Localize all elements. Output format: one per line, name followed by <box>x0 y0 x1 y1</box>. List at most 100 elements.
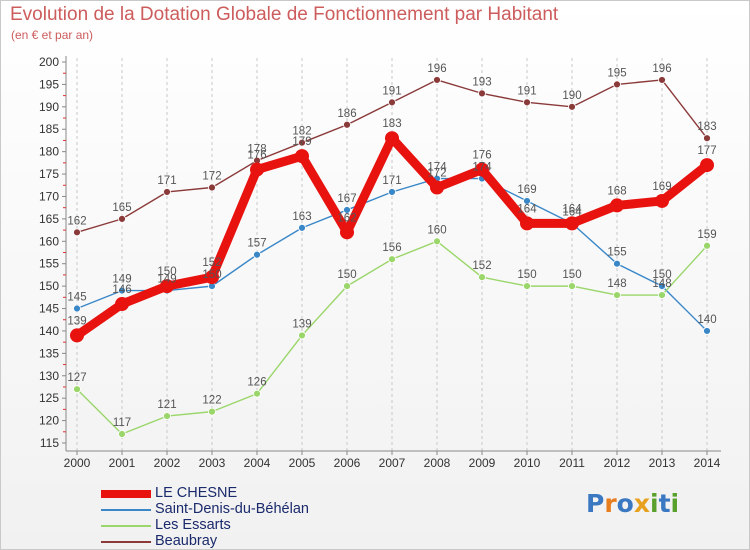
data-point <box>388 188 396 196</box>
data-label: 156 <box>382 242 401 254</box>
y-tick-label: 150 <box>39 279 59 293</box>
data-label: 171 <box>157 175 176 187</box>
data-label: 121 <box>157 399 176 411</box>
data-label: 152 <box>472 260 491 272</box>
data-label: 122 <box>202 395 221 407</box>
data-label: 191 <box>382 85 401 97</box>
data-point <box>343 120 351 129</box>
x-tick-label: 2002 <box>154 456 181 470</box>
data-point <box>208 183 216 192</box>
data-label: 149 <box>157 274 176 286</box>
x-tick-label: 2009 <box>469 456 496 470</box>
data-label: 150 <box>652 269 671 281</box>
data-point <box>568 282 576 291</box>
data-point <box>655 193 669 208</box>
data-point <box>118 430 126 438</box>
x-tick-label: 2000 <box>64 456 91 470</box>
data-label: 148 <box>607 278 626 290</box>
data-point <box>523 197 531 205</box>
x-tick-label: 2011 <box>559 456 585 470</box>
y-tick-label: 195 <box>39 77 59 91</box>
y-tick-label: 175 <box>39 167 59 181</box>
data-label: 149 <box>112 274 131 286</box>
x-tick-label: 2006 <box>334 456 361 470</box>
logo-letter: t <box>658 489 671 518</box>
legend-label: Les Essarts <box>155 517 231 533</box>
data-point <box>73 304 81 313</box>
data-point <box>613 291 621 299</box>
legend-swatch-les-essarts <box>101 525 151 527</box>
data-label: 174 <box>427 162 447 174</box>
y-tick-label: 185 <box>39 122 59 136</box>
data-point <box>613 80 621 89</box>
data-point <box>703 327 711 335</box>
x-tick-label: 2014 <box>694 456 721 470</box>
data-label: 162 <box>337 212 356 224</box>
y-tick-label: 120 <box>39 414 59 428</box>
data-point <box>253 250 261 259</box>
data-label: 139 <box>292 318 311 330</box>
data-label: 139 <box>67 315 86 327</box>
data-label: 179 <box>292 136 311 148</box>
data-point <box>658 291 666 299</box>
data-point <box>565 216 579 231</box>
x-tick-label: 2004 <box>244 456 271 470</box>
data-label: 152 <box>202 257 221 269</box>
data-point <box>385 131 399 146</box>
data-label: 150 <box>517 269 536 281</box>
data-point <box>298 223 306 232</box>
data-label: 169 <box>652 181 671 193</box>
data-series <box>70 76 714 438</box>
data-point <box>568 102 576 111</box>
data-label: 178 <box>247 144 266 156</box>
data-point <box>205 270 219 285</box>
y-tick-label: 180 <box>39 145 59 159</box>
data-label: 159 <box>697 229 716 241</box>
data-point <box>73 228 81 237</box>
chart-subtitle: (en € et par an) <box>11 28 94 42</box>
y-tick-label: 130 <box>39 369 59 383</box>
data-point <box>208 407 216 416</box>
data-label: 145 <box>67 292 86 304</box>
data-label: 177 <box>697 145 716 157</box>
data-point <box>703 241 711 250</box>
data-label: 183 <box>697 121 716 133</box>
data-label: 190 <box>562 90 581 102</box>
data-label: 171 <box>382 175 401 187</box>
proxiti-logo: Proxiti <box>586 489 679 518</box>
data-point <box>163 188 171 196</box>
data-label: 186 <box>337 108 356 120</box>
data-label: 150 <box>562 269 581 281</box>
logo-letter: x <box>633 489 650 518</box>
x-tick-label: 2001 <box>109 456 136 470</box>
data-label: 127 <box>67 372 86 384</box>
data-point <box>160 279 174 294</box>
data-point <box>613 259 621 268</box>
x-tick-label: 2005 <box>289 456 316 470</box>
data-label: 150 <box>157 266 176 278</box>
data-point <box>523 282 531 291</box>
data-label: 140 <box>697 314 716 326</box>
logo-letter: i <box>670 489 680 518</box>
data-point <box>343 282 351 291</box>
data-point <box>118 214 126 223</box>
data-point <box>433 76 441 84</box>
chart-title: Evolution de la Dotation Globale de Fonc… <box>10 4 559 25</box>
data-label: 150 <box>202 269 221 281</box>
data-point <box>703 134 711 143</box>
data-point <box>250 162 264 177</box>
data-point <box>115 297 129 312</box>
y-tick-label: 160 <box>39 234 59 248</box>
data-label: 126 <box>247 377 266 389</box>
data-label: 165 <box>112 202 131 214</box>
y-tick-label: 115 <box>40 436 59 450</box>
data-point <box>388 98 396 107</box>
data-label: 196 <box>652 63 671 75</box>
data-label: 164 <box>517 203 537 215</box>
data-point <box>610 198 624 213</box>
data-label: 193 <box>472 76 491 88</box>
data-point <box>388 255 396 264</box>
data-point <box>658 282 666 291</box>
